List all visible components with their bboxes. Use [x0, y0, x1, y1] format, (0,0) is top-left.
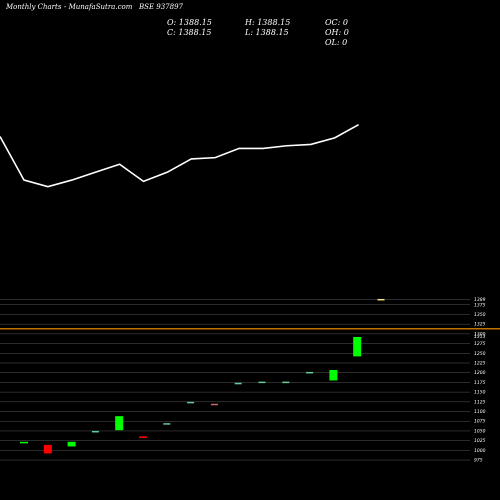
- oc-value: OC: 0: [325, 18, 348, 27]
- price-tick-label: 1350: [474, 312, 486, 318]
- candle: [329, 369, 338, 381]
- candle: [234, 382, 242, 385]
- candle: [282, 381, 290, 384]
- price-tick-label: 1325: [474, 322, 486, 328]
- chart-type-label: Monthly Charts: [5, 3, 62, 11]
- candle: [91, 430, 99, 433]
- high-value: H: 1388.15: [244, 18, 290, 27]
- price-grid: [0, 299, 470, 461]
- close-value: C: 1388.15: [167, 28, 211, 37]
- candle: [187, 401, 195, 404]
- price-tick-label: 1125: [474, 399, 486, 405]
- candle: [67, 441, 76, 447]
- candle: [353, 336, 362, 357]
- trend-line: [0, 123, 359, 188]
- price-tick-label: 1050: [474, 428, 486, 434]
- price-tick-label: 1150: [474, 390, 486, 396]
- price-tick-label: 1300: [474, 331, 486, 337]
- low-value: L: 1388.15: [244, 28, 289, 37]
- open-value: O: 1388.15: [167, 18, 212, 27]
- candle: [258, 381, 266, 384]
- price-tick-label: 1000: [474, 448, 486, 454]
- price-tick-label: 975: [474, 458, 483, 464]
- candle: [20, 441, 28, 444]
- source-label: - MunafaSutra.com: [64, 3, 133, 11]
- oh-value: OH: 0: [325, 28, 349, 37]
- candles: [20, 298, 385, 454]
- price-tick-label: 1250: [474, 351, 486, 357]
- price-tick-label: 1375: [474, 302, 486, 308]
- ol-value: OL: 0: [325, 38, 347, 47]
- price-tick-label: 1200: [474, 370, 486, 376]
- candle: [115, 416, 124, 431]
- candle: [210, 403, 218, 406]
- symbol-label: BSE 937897: [138, 3, 184, 11]
- price-tick-label: 1025: [474, 438, 486, 444]
- price-tick-label: 1275: [474, 341, 486, 347]
- price-tick-label: 1075: [474, 419, 486, 425]
- candle: [139, 436, 147, 438]
- reference-line-label: 1313: [474, 334, 486, 340]
- candle: [163, 423, 171, 425]
- price-tick-label: 1225: [474, 361, 486, 367]
- candle: [377, 298, 385, 301]
- price-tick-label: 1100: [474, 409, 486, 415]
- price-tick-label: 1175: [474, 380, 486, 386]
- candle: [43, 444, 52, 454]
- price-tick-label: 1389: [474, 297, 486, 303]
- candle: [306, 371, 314, 374]
